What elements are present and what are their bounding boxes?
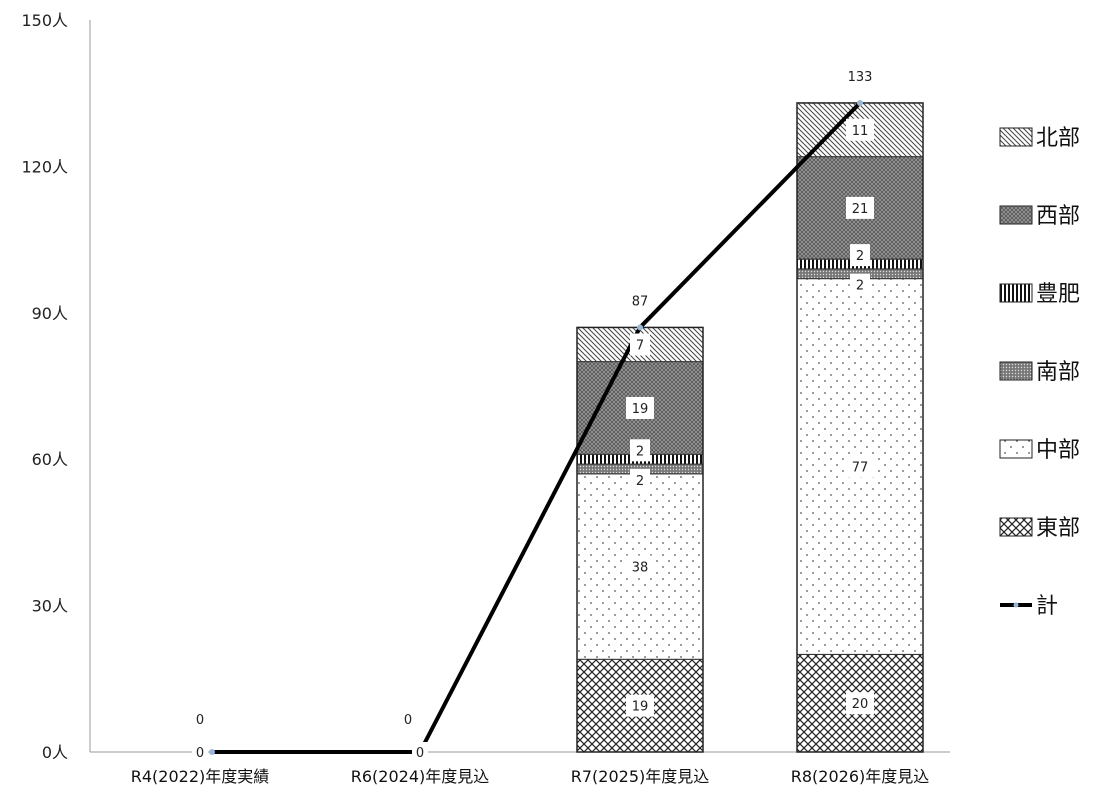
labels: 19 38 2 2 19 7 20 77 2 2 21 11 0 0 0 0 87 133 bbox=[192, 70, 874, 761]
data-label-box bbox=[626, 555, 654, 578]
zero-label-box bbox=[412, 742, 428, 760]
x-category-label: R6(2024)年度見込 bbox=[351, 767, 490, 786]
x-category-label: R8(2026)年度見込 bbox=[791, 767, 930, 786]
legend-label-東部: 東部 bbox=[1036, 516, 1080, 541]
y-tick-label: 60人 bbox=[32, 450, 68, 469]
data-label-南部: 2 bbox=[636, 474, 644, 489]
total-value-label: 0 bbox=[404, 713, 412, 728]
legend-swatch-西部 bbox=[999, 205, 1033, 225]
legend-label-西部: 西部 bbox=[1036, 204, 1080, 229]
y-tick-label: 0人 bbox=[42, 743, 68, 762]
total-line-layer bbox=[209, 99, 863, 755]
data-label-box bbox=[846, 455, 874, 478]
data-label-box bbox=[846, 196, 874, 219]
data-label-西部: 19 bbox=[632, 402, 649, 417]
data-label-南部: 2 bbox=[856, 279, 864, 294]
legend-swatch-北部 bbox=[999, 127, 1033, 147]
zero-label-box bbox=[192, 742, 208, 760]
zero-bar-label: 0 bbox=[416, 746, 424, 761]
total-value-label: 0 bbox=[196, 713, 204, 728]
legend-swatch-東部 bbox=[999, 517, 1033, 537]
data-label-北部: 7 bbox=[636, 339, 644, 354]
legend-label-中部: 中部 bbox=[1036, 438, 1080, 463]
total-value-label: 87 bbox=[632, 294, 649, 309]
y-tick-label: 120人 bbox=[21, 157, 68, 176]
total-line bbox=[212, 101, 862, 754]
data-label-box bbox=[626, 694, 654, 717]
data-label-東部: 20 bbox=[852, 697, 869, 712]
legend-label-北部: 北部 bbox=[1036, 126, 1080, 151]
x-category-label: R4(2022)年度実績 bbox=[131, 767, 270, 786]
x-category-label: R7(2025)年度見込 bbox=[571, 767, 710, 786]
y-tick-label: 150人 bbox=[21, 11, 68, 30]
data-label-中部: 77 bbox=[852, 461, 869, 476]
data-label-西部: 21 bbox=[852, 202, 869, 217]
total-line-marker bbox=[209, 749, 215, 755]
legend-label-計: 計 bbox=[1036, 594, 1058, 619]
legend-swatch-中部 bbox=[999, 439, 1033, 459]
data-label-box bbox=[630, 439, 650, 462]
data-label-box bbox=[850, 244, 870, 267]
data-label-東部: 19 bbox=[632, 700, 649, 715]
data-label-box bbox=[630, 333, 650, 356]
data-label-box bbox=[850, 273, 870, 296]
y-tick-label: 30人 bbox=[32, 597, 68, 616]
data-label-豊肥: 2 bbox=[636, 444, 644, 459]
total-value-label: 133 bbox=[848, 70, 873, 85]
data-label-豊肥: 2 bbox=[856, 249, 864, 264]
axes: 0人 30人 60人 90人 120人 150人 R4(2022)年度実績 R6(2024)年… bbox=[21, 11, 950, 786]
data-label-box bbox=[630, 468, 650, 491]
data-label-box bbox=[846, 118, 874, 141]
legend-label-南部: 南部 bbox=[1036, 360, 1080, 385]
data-label-box bbox=[626, 396, 654, 419]
data-label-box bbox=[846, 692, 874, 715]
legend-label-豊肥: 豊肥 bbox=[1036, 282, 1080, 307]
data-label-北部: 11 bbox=[852, 124, 869, 139]
legend-line-marker bbox=[1013, 602, 1019, 608]
zero-bar-label: 0 bbox=[196, 746, 204, 761]
legend-swatch-豊肥 bbox=[999, 283, 1033, 303]
total-line-marker bbox=[857, 99, 863, 106]
y-tick-label: 90人 bbox=[32, 304, 68, 323]
total-line-marker bbox=[637, 324, 643, 331]
data-label-中部: 38 bbox=[632, 561, 649, 576]
legend-swatch-南部 bbox=[999, 361, 1033, 381]
